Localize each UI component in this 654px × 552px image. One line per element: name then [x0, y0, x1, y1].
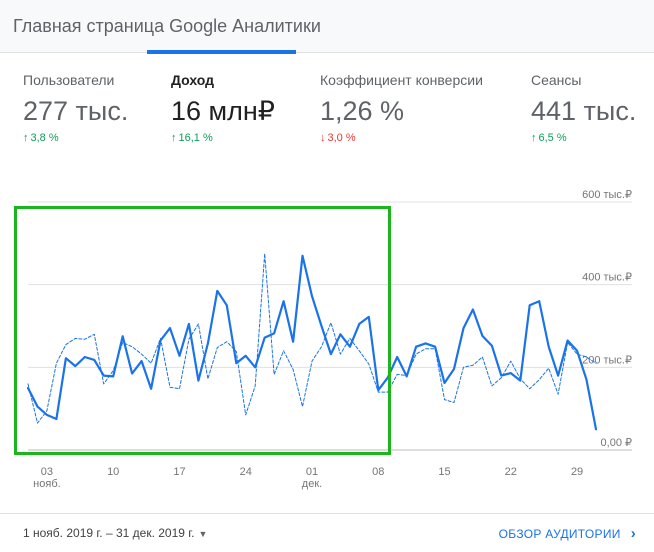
metric-change-value: 6,5 %: [538, 132, 567, 144]
metric-change-value: 3,8 %: [30, 132, 59, 144]
x-tick-label: 10: [107, 466, 119, 478]
x-tick-label: 17: [173, 466, 185, 478]
y-tick-label: 600 тыс.₽: [582, 189, 632, 201]
caret-down-icon: ▼: [198, 529, 208, 539]
metric-change-value: 16,1 %: [178, 132, 213, 144]
metric-change: ↓ 3,0 %: [320, 132, 483, 144]
arrow-up-icon: ↑: [171, 132, 177, 144]
metric-tab-revenue[interactable]: Доход 16 млн₽ ↑ 16,1 %: [171, 72, 275, 144]
x-tick-label: 15: [438, 466, 450, 478]
metric-label: Сеансы: [531, 72, 582, 88]
x-tick-sublabel: дек.: [302, 478, 322, 490]
date-range-selector[interactable]: 1 нояб. 2019 г. – 31 дек. 2019 г. ▼: [23, 526, 207, 540]
footer-bar: 1 нояб. 2019 г. – 31 дек. 2019 г. ▼ ОБЗОР…: [0, 513, 654, 552]
metric-value: 1,26 %: [320, 96, 405, 126]
date-range-label: 1 нояб. 2019 г. – 31 дек. 2019 г.: [23, 526, 195, 540]
x-tick-label: 29: [571, 466, 583, 478]
metric-tab-sessions[interactable]: Сеансы 441 тыс. ↑ 6,5 %: [531, 72, 636, 144]
revenue-line-chart: 600 тыс.₽ 400 тыс.₽ 200 тыс.₽ 0,00 ₽ 03нояб.…: [26, 189, 632, 490]
audience-overview-link[interactable]: ОБЗОР АУДИТОРИИ ›: [499, 525, 636, 542]
active-tab-indicator: [147, 50, 296, 54]
y-tick-label: 200 тыс.₽: [582, 354, 632, 366]
metric-change: ↑ 6,5 %: [531, 132, 636, 144]
arrow-up-icon: ↑: [531, 132, 537, 144]
x-tick-sublabel: нояб.: [33, 478, 61, 490]
y-tick-label: 0,00 ₽: [601, 437, 632, 449]
primary-series-line: [26, 254, 598, 431]
arrow-up-icon: ↑: [23, 132, 29, 144]
x-tick-label: 01: [306, 466, 318, 478]
highlight-selection-box: [14, 206, 391, 455]
x-tick-label: 03: [41, 466, 53, 478]
metric-change: ↑ 16,1 %: [171, 132, 275, 144]
metric-change: ↑ 3,8 %: [23, 132, 128, 144]
metric-value: 277 тыс.: [23, 96, 129, 126]
metric-label: Доход: [171, 72, 215, 88]
y-tick-label: 400 тыс.₽: [582, 272, 632, 284]
metric-tab-conversion[interactable]: Коэффициент конверсии 1,26 % ↓ 3,0 %: [320, 72, 483, 144]
audience-link-label: ОБЗОР АУДИТОРИИ: [498, 527, 621, 541]
metric-value: 441 тыс.: [531, 96, 637, 126]
arrow-down-icon: ↓: [320, 132, 326, 144]
comparison-series-line: [27, 253, 597, 424]
x-tick-label: 22: [505, 466, 517, 478]
x-tick-label: 24: [240, 466, 252, 478]
metric-value: 16 млн₽: [171, 96, 275, 126]
metric-label: Пользователи: [23, 72, 115, 88]
metric-label: Коэффициент конверсии: [320, 72, 483, 88]
chevron-right-icon: ›: [630, 525, 636, 542]
x-tick-label: 08: [372, 466, 384, 478]
page-title: Главная страница Google Аналитики: [13, 16, 321, 36]
metric-tab-users[interactable]: Пользователи 277 тыс. ↑ 3,8 %: [23, 72, 128, 144]
header-bar: Главная страница Google Аналитики: [0, 0, 654, 53]
metric-change-value: 3,0 %: [327, 132, 356, 144]
